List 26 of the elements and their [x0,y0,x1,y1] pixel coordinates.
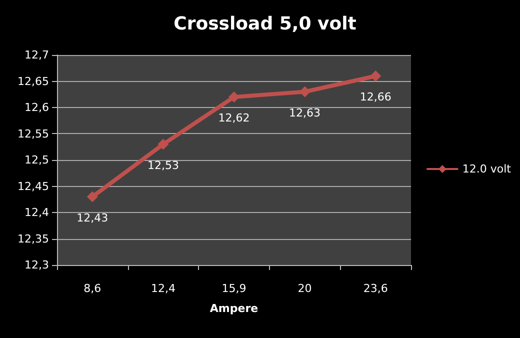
point [228,92,240,102]
y-tick-label: 12,55 [18,127,49,140]
data-label: 12,43 [76,211,108,224]
data-label: 12,66 [360,90,392,104]
data-label: 12,62 [218,112,250,124]
y-tick-label: 12,45 [18,180,49,193]
data-label: 12,63 [289,106,321,120]
x-tick-label: 23,6 [363,282,388,295]
y-tick-label: 12,7 [24,48,49,62]
x-tick-label: 8,6 [84,282,102,295]
data-label: 12,53 [147,158,179,172]
point [86,191,98,202]
x-axis-title: Ampere [210,302,258,315]
chart-title: Crossload 5,0 volt [174,14,357,34]
x-tick-label: 15,9 [222,282,246,295]
y-tick-label: 12,6 [24,101,49,114]
y-tick-label: 12,4 [24,206,49,219]
x-tick-label: 20 [298,282,312,295]
y-tick-label: 12,3 [24,258,49,272]
y-tick-label: 12,35 [18,232,49,246]
y-tick-label: 12,5 [24,154,49,166]
x-tick-label: 12,4 [150,282,176,295]
y-tick-label: 12,65 [18,74,49,88]
point [158,138,169,150]
point [370,70,382,82]
legend-label: 12.0 volt [462,162,512,176]
